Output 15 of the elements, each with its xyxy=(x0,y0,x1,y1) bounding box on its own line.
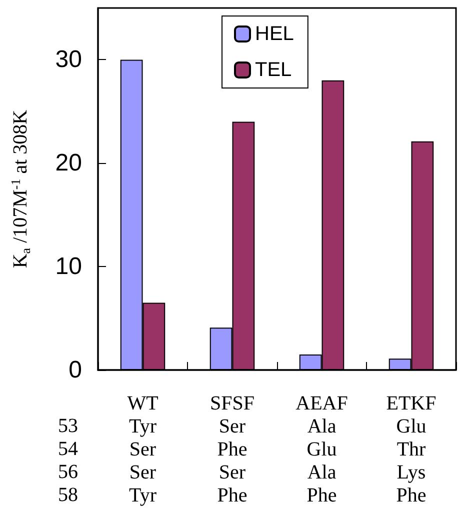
x-tick-label: WT Tyr Ser Ser Tyr xyxy=(127,392,158,506)
y-tick-label: 30 xyxy=(55,46,82,74)
y-axis-title: Ka /107M-1 at 308K xyxy=(8,109,33,268)
x-tick-label: SFSF Ser Phe Ser Phe xyxy=(210,392,254,506)
legend-label: TEL xyxy=(255,59,292,81)
x-tick-label: ETKF Glu Thr Lys Phe xyxy=(386,392,436,506)
text: 56 xyxy=(58,461,78,483)
text: 54 xyxy=(58,438,78,460)
y-tick-label: 10 xyxy=(55,253,82,280)
legend-label: HEL xyxy=(255,23,294,45)
text: 53 xyxy=(58,415,78,437)
y-tick-label: 0 xyxy=(68,356,82,384)
x-tick-label: AEAF Ala Glu Ala Phe xyxy=(296,392,348,506)
text: 58 xyxy=(58,484,78,506)
y-tick-label: 20 xyxy=(55,150,82,177)
